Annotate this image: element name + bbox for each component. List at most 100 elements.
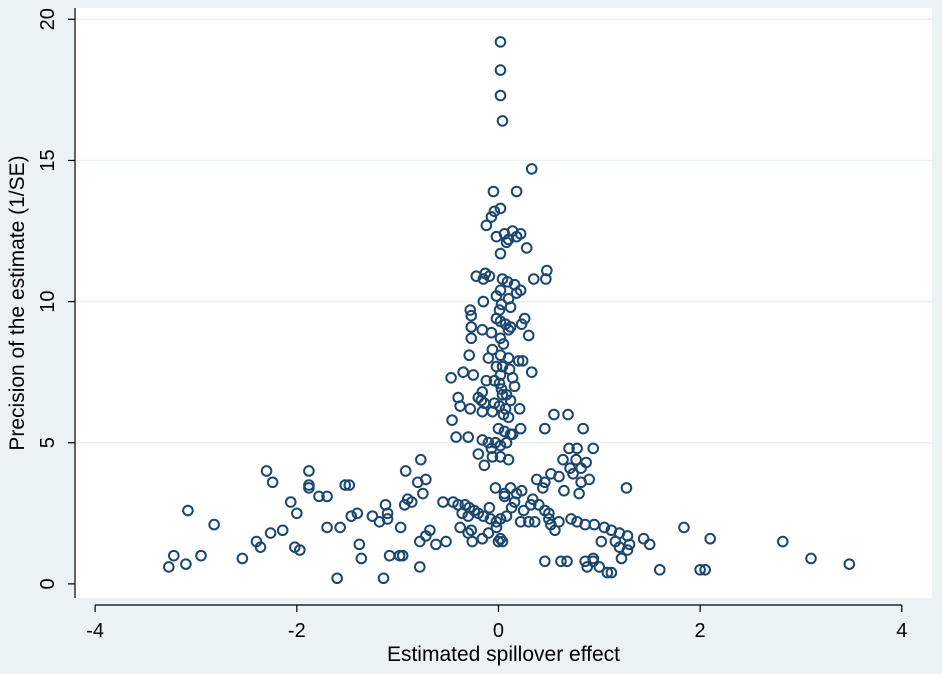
data-point bbox=[485, 211, 498, 223]
data-point bbox=[480, 374, 493, 387]
data-point bbox=[264, 527, 277, 539]
data-point bbox=[513, 403, 526, 415]
data-point bbox=[291, 507, 303, 520]
data-point bbox=[553, 470, 565, 483]
data-point bbox=[464, 403, 477, 415]
data-point bbox=[464, 304, 477, 316]
data-point bbox=[502, 324, 515, 336]
data-point bbox=[294, 544, 306, 556]
data-point bbox=[548, 408, 560, 421]
data-point bbox=[321, 521, 333, 534]
data-point bbox=[699, 563, 711, 576]
data-point bbox=[463, 349, 476, 362]
data-point bbox=[525, 366, 538, 378]
data-point bbox=[490, 290, 503, 302]
data-point bbox=[331, 572, 343, 585]
data-point bbox=[424, 524, 436, 537]
data-point bbox=[588, 518, 601, 531]
data-point bbox=[478, 459, 491, 472]
data-point bbox=[482, 436, 495, 449]
data-point bbox=[494, 532, 507, 545]
data-point bbox=[567, 467, 579, 480]
data-point bbox=[704, 532, 716, 545]
data-point bbox=[494, 247, 507, 260]
data-point bbox=[565, 513, 577, 525]
data-point bbox=[508, 496, 521, 508]
data-point bbox=[694, 563, 706, 576]
data-point bbox=[446, 414, 458, 426]
data-point bbox=[502, 411, 515, 424]
data-point bbox=[571, 442, 583, 455]
data-point bbox=[334, 521, 346, 534]
data-point bbox=[472, 448, 485, 460]
data-point bbox=[555, 555, 567, 568]
data-point bbox=[465, 524, 478, 537]
data-point bbox=[440, 535, 452, 548]
data-point bbox=[483, 270, 496, 282]
data-point bbox=[417, 487, 429, 500]
data-point bbox=[465, 332, 478, 345]
data-point bbox=[514, 515, 527, 528]
data-point bbox=[506, 428, 519, 441]
data-point bbox=[598, 521, 611, 534]
data-point bbox=[500, 510, 513, 522]
x-tick-label: -2 bbox=[288, 620, 306, 642]
data-point bbox=[620, 482, 633, 494]
data-point bbox=[377, 572, 390, 585]
data-point bbox=[522, 329, 535, 342]
data-point bbox=[466, 535, 479, 548]
data-point bbox=[563, 442, 575, 455]
data-point bbox=[502, 352, 515, 364]
data-point bbox=[414, 535, 426, 548]
data-point bbox=[540, 273, 552, 285]
data-point bbox=[605, 566, 618, 579]
data-point bbox=[562, 408, 574, 421]
data-point bbox=[480, 219, 493, 232]
data-point bbox=[505, 501, 518, 514]
data-point bbox=[776, 535, 789, 548]
data-point bbox=[394, 521, 407, 534]
data-point bbox=[486, 405, 499, 418]
data-point bbox=[587, 555, 600, 568]
data-point bbox=[321, 490, 333, 503]
x-tick-label: 2 bbox=[695, 620, 706, 642]
data-point bbox=[510, 185, 523, 198]
data-point bbox=[488, 205, 501, 218]
data-point bbox=[399, 465, 412, 477]
data-point bbox=[313, 490, 325, 503]
data-point bbox=[303, 482, 315, 494]
data-point bbox=[527, 273, 540, 285]
x-tick-label: -4 bbox=[86, 620, 104, 642]
data-point bbox=[260, 465, 273, 477]
data-point bbox=[266, 476, 279, 489]
data-point bbox=[489, 482, 502, 494]
x-tick-label: 4 bbox=[896, 620, 907, 642]
data-point bbox=[504, 301, 517, 314]
data-point bbox=[465, 309, 478, 322]
data-point bbox=[514, 228, 527, 240]
data-point bbox=[570, 453, 582, 466]
data-point bbox=[477, 295, 490, 308]
data-point bbox=[558, 484, 570, 497]
data-point bbox=[500, 436, 513, 449]
data-point bbox=[485, 442, 498, 455]
y-tick-label: 10 bbox=[37, 290, 59, 312]
data-point bbox=[343, 479, 356, 491]
data-point bbox=[412, 476, 424, 489]
data-point bbox=[577, 422, 589, 435]
data-point bbox=[355, 552, 368, 565]
data-point bbox=[476, 434, 489, 446]
data-point bbox=[345, 510, 358, 522]
data-point bbox=[465, 321, 478, 333]
data-point bbox=[492, 535, 505, 548]
data-point bbox=[494, 64, 507, 76]
data-point bbox=[543, 507, 555, 520]
data-point bbox=[487, 185, 500, 198]
data-points bbox=[162, 36, 856, 585]
data-point bbox=[494, 202, 507, 215]
data-point bbox=[524, 499, 537, 511]
data-point bbox=[508, 380, 521, 393]
data-point bbox=[284, 496, 297, 508]
y-tick-label: 0 bbox=[37, 578, 59, 589]
